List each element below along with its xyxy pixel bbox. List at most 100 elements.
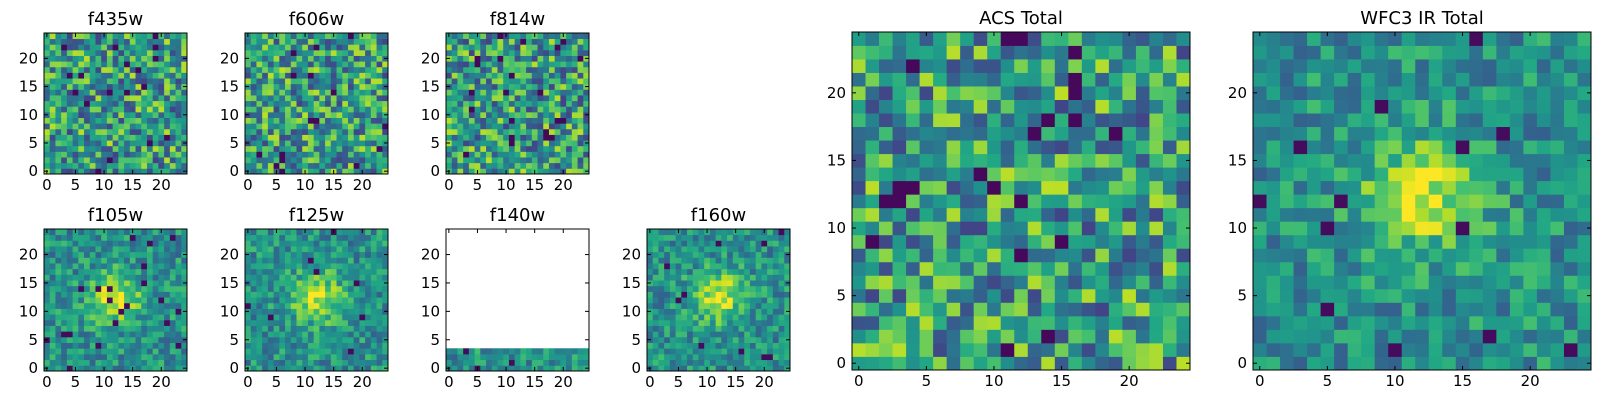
heatmap-cell [474,89,481,96]
heatmap-cell [382,263,389,270]
heatmap-cell [503,123,510,130]
heatmap-cell [919,356,934,371]
heatmap-cell [468,128,475,135]
heatmap-cell [129,291,136,298]
heatmap-cell [451,83,458,90]
heatmap-cell [61,95,68,102]
heatmap-cell [376,234,383,241]
heatmap-cell [158,319,165,326]
heatmap-cell [560,140,567,147]
heatmap-cell [1388,302,1403,317]
heatmap-cell [347,319,355,326]
heatmap-cell [933,288,948,303]
heatmap-cell [342,314,349,321]
heatmap-cell [1442,248,1457,263]
heatmap-cell [892,113,907,128]
heatmap-cell [566,72,573,79]
heatmap-cell [749,297,757,304]
heatmap-cell [245,257,252,264]
heatmap-cell [325,331,332,338]
heatmap-cell [307,106,315,113]
heatmap-cell [66,66,73,73]
heatmap-cell [560,128,567,135]
heatmap-cell [497,66,504,73]
heatmap-cell [960,153,975,168]
heatmap-cell [307,246,315,253]
heatmap-cell [382,151,389,158]
heatmap-cell [325,106,332,113]
heatmap-cell [543,78,550,85]
heatmap-cell [1095,315,1110,330]
heatmap-cell [152,257,159,264]
heatmap-cell [296,72,303,79]
heatmap-cell [279,257,286,264]
heatmap-cell [376,157,383,164]
heatmap-cell [256,353,263,361]
heatmap-cell [755,285,762,292]
heatmap-cell [262,336,269,343]
heatmap-cell [325,55,332,62]
heatmap-cell [468,44,475,51]
heatmap-cell [1293,288,1308,303]
heatmap-cell [307,72,315,79]
heatmap-cell [66,319,73,326]
y-tick-label: 15 [421,274,440,292]
heatmap-cell [457,348,464,355]
heatmap-cell [526,44,533,51]
heatmap-cell [365,359,372,366]
heatmap-cell [359,257,366,264]
heatmap-cell [960,113,975,128]
heatmap-cell [503,83,510,90]
heatmap-cell [319,263,326,270]
heatmap-cell [124,336,131,343]
axes-frame [43,228,188,372]
heatmap-cell [319,89,326,96]
heatmap-cell [118,291,125,298]
heatmap-cell [658,353,665,361]
heatmap-cell [376,331,383,338]
heatmap-cell [61,117,68,124]
heatmap-cell [1374,288,1389,303]
heatmap-cell [755,314,762,321]
heatmap-cell [95,145,102,152]
heatmap-cell [919,315,934,330]
heatmap-cell [1000,275,1015,290]
heatmap-cell [583,353,590,361]
heatmap-cell [1563,234,1578,249]
heatmap-cell [543,72,550,79]
heatmap-cell [514,162,521,169]
heatmap-cell [1334,248,1349,263]
heatmap-cell [285,117,292,124]
heatmap-cell [463,38,470,45]
heatmap-cell [135,44,142,51]
heatmap-cell [302,117,309,124]
heatmap-cell [865,32,880,46]
heatmap-cell [279,297,286,304]
heatmap-cell [1095,86,1110,100]
heatmap-cell [359,157,366,164]
heatmap-cell [1122,180,1137,195]
heatmap-cell [463,111,470,118]
heatmap-cell [336,106,343,113]
heatmap-cell [112,100,119,107]
heatmap-cell [1108,180,1123,195]
heatmap-cell [256,246,263,253]
heatmap-cell [1068,302,1083,317]
heatmap-cell [727,353,734,361]
heatmap-cell [852,167,866,182]
heatmap-cell [66,246,73,253]
heatmap-cell [353,268,360,275]
heatmap-cell [1054,113,1069,128]
heatmap-cell [675,348,682,355]
heatmap-cell [256,128,263,135]
x-tick-label: 0 [42,176,52,194]
heatmap-cell [250,251,257,258]
heatmap-cell [376,117,383,124]
heatmap-cell [169,111,176,118]
heatmap-cell [1095,207,1110,222]
heatmap-cell [376,89,383,96]
heatmap-cell [566,145,573,152]
heatmap-cell [698,308,705,315]
heatmap-cell [692,280,699,287]
heatmap-cell [503,111,510,118]
